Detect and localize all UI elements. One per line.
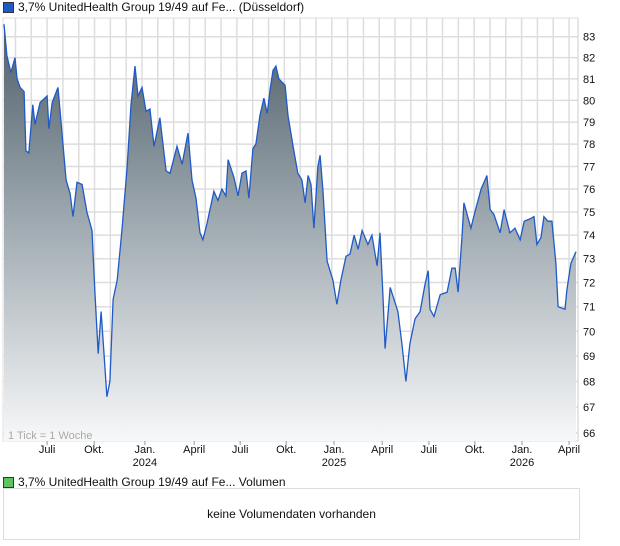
x-tick-label: Juli bbox=[232, 444, 249, 456]
x-tick-label: April bbox=[371, 444, 393, 456]
volume-legend: 3,7% UnitedHealth Group 19/49 auf Fe... … bbox=[3, 475, 286, 489]
y-tick-label: 70 bbox=[583, 326, 595, 338]
y-tick-label: 82 bbox=[583, 53, 595, 65]
y-tick-label: 81 bbox=[583, 74, 595, 86]
x-tick-label: Jan. bbox=[135, 444, 156, 456]
price-chart: 66 67 68 69 70 71 72 73 74 75 76 77 78 79 80 81 82 83 Jul… bbox=[2, 17, 595, 469]
volume-legend-swatch bbox=[3, 476, 14, 488]
y-tick-label: 72 bbox=[583, 278, 595, 290]
price-line bbox=[3, 24, 577, 397]
y-tick-label: 71 bbox=[583, 302, 595, 314]
y-tick-label: 77 bbox=[583, 161, 595, 173]
y-tick-label: 75 bbox=[583, 207, 595, 219]
x-year-label: 2026 bbox=[510, 457, 534, 469]
x-tick-label: April bbox=[558, 444, 580, 456]
volume-empty-message: keine Volumendaten vorhanden bbox=[207, 507, 376, 521]
volume-legend-label: 3,7% UnitedHealth Group 19/49 auf Fe... … bbox=[18, 475, 286, 489]
legend-label: 3,7% UnitedHealth Group 19/49 auf Fe... … bbox=[18, 0, 305, 14]
x-tick-label: Jan. bbox=[512, 444, 533, 456]
x-tick-label: Okt. bbox=[84, 444, 104, 456]
tick-note: 1 Tick = 1 Woche bbox=[8, 430, 92, 442]
x-year-label: 2024 bbox=[133, 457, 157, 469]
x-tick-label: Okt. bbox=[276, 444, 296, 456]
price-area bbox=[4, 24, 576, 441]
legend-swatch-blue bbox=[3, 1, 14, 13]
x-tick-label: April bbox=[183, 444, 205, 456]
y-tick-label: 80 bbox=[583, 95, 595, 107]
chart-legend: 3,7% UnitedHealth Group 19/49 auf Fe... … bbox=[3, 0, 304, 14]
y-tick-label: 69 bbox=[583, 351, 595, 363]
x-tick-label: Juli bbox=[39, 444, 56, 456]
x-tick-label: Juli bbox=[421, 444, 438, 456]
y-tick-label: 66 bbox=[583, 428, 595, 440]
y-tick-label: 67 bbox=[583, 402, 595, 414]
y-tick-label: 78 bbox=[583, 139, 595, 151]
y-tick-label: 79 bbox=[583, 117, 595, 129]
x-year-label: 2025 bbox=[322, 457, 346, 469]
y-tick-label: 76 bbox=[583, 184, 595, 196]
x-tick-label: Okt. bbox=[465, 444, 485, 456]
y-tick-label: 68 bbox=[583, 376, 595, 388]
y-tick-label: 73 bbox=[583, 254, 595, 266]
x-tick-label: Jan. bbox=[324, 444, 345, 456]
y-axis: 66 67 68 69 70 71 72 73 74 75 76 77 78 79 80 81 82 83 bbox=[577, 18, 595, 441]
y-tick-label: 83 bbox=[583, 32, 595, 44]
volume-panel: keine Volumendaten vorhanden bbox=[3, 488, 580, 540]
y-tick-label: 74 bbox=[583, 230, 595, 242]
